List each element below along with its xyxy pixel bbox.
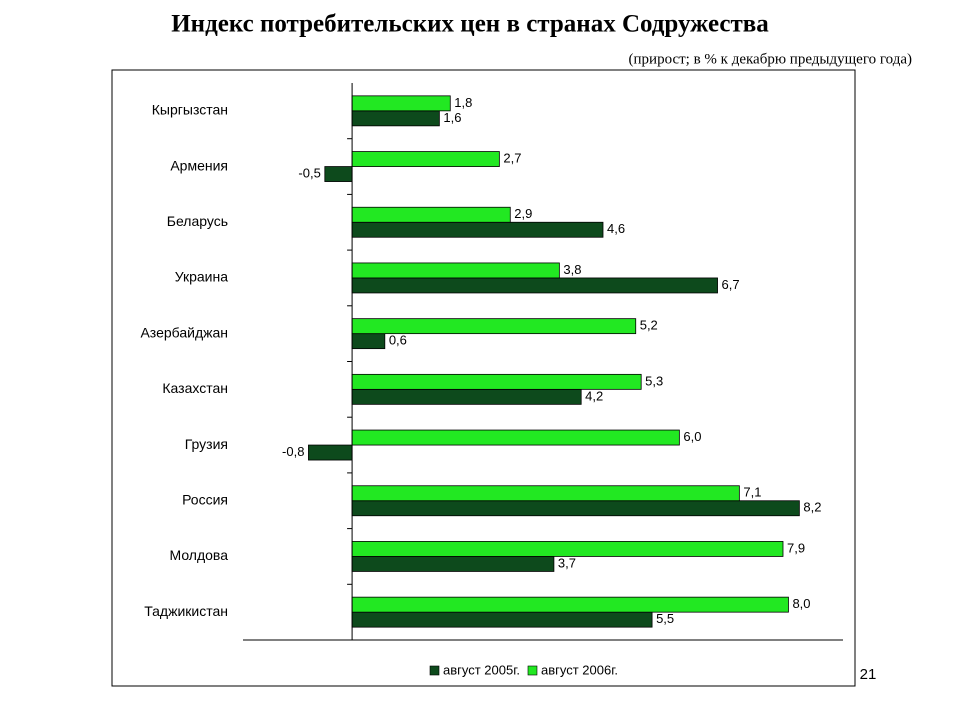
data-label: 2,7: [503, 150, 521, 165]
data-label: 8,2: [803, 500, 821, 515]
y-tick-label: Россия: [182, 491, 228, 507]
data-label: 6,7: [722, 277, 740, 292]
data-label: -0,5: [298, 165, 320, 180]
data-label: 3,8: [563, 262, 581, 277]
page-number: 21: [860, 666, 877, 683]
data-label: 1,6: [443, 110, 461, 125]
legend-swatch: [429, 665, 440, 676]
bar: [351, 262, 560, 279]
y-tick-label: Молдова: [170, 547, 229, 563]
data-label: 2,9: [514, 206, 532, 221]
bar: [324, 166, 353, 182]
y-tick-label: Азербайджан: [140, 324, 228, 340]
data-label: -0,8: [282, 444, 304, 459]
data-label: 5,3: [645, 373, 663, 388]
bar: [351, 611, 653, 628]
bar: [351, 388, 582, 405]
bar: [351, 429, 680, 446]
bar: [351, 596, 789, 613]
y-tick-label: Украина: [175, 269, 229, 285]
legend-label: август 2006г.: [541, 662, 618, 677]
data-label: 5,2: [640, 318, 658, 333]
y-tick-label: Беларусь: [167, 213, 228, 229]
data-label: 0,6: [389, 333, 407, 348]
bar: [308, 444, 353, 461]
bar: [351, 556, 555, 572]
bar: [351, 277, 718, 294]
y-tick-label: Грузия: [185, 436, 228, 452]
data-label: 7,9: [787, 540, 805, 555]
bar: [351, 151, 500, 167]
bar: [351, 485, 740, 502]
data-label: 7,1: [743, 485, 761, 500]
y-tick-label: Казахстан: [162, 380, 228, 396]
bar: [351, 206, 511, 223]
data-label: 4,2: [585, 388, 603, 403]
data-label: 3,7: [558, 555, 576, 570]
bar: [351, 500, 800, 517]
y-tick-label: Армения: [170, 157, 228, 173]
chart-subtitle: (прирост; в % к декабрю предыдущего года…: [629, 51, 912, 67]
chart-frame: [111, 69, 856, 687]
bar: [351, 333, 386, 350]
bar: [351, 318, 637, 335]
y-tick-label: Таджикистан: [144, 603, 228, 619]
data-label: 6,0: [683, 429, 701, 444]
bar: [351, 541, 784, 557]
chart-title: Индекс потребительских цен в странах Сод…: [171, 11, 769, 38]
bar: [351, 221, 604, 238]
data-label: 5,5: [656, 611, 674, 626]
y-tick-label: Кыргызстан: [152, 102, 228, 118]
legend-swatch: [527, 665, 538, 676]
data-label: 8,0: [792, 596, 810, 611]
bar: [351, 373, 642, 390]
legend-label: август 2005г.: [443, 662, 520, 677]
data-label: 1,8: [454, 95, 472, 110]
data-label: 4,6: [607, 221, 625, 236]
bar: [351, 95, 451, 112]
bar: [351, 110, 440, 127]
